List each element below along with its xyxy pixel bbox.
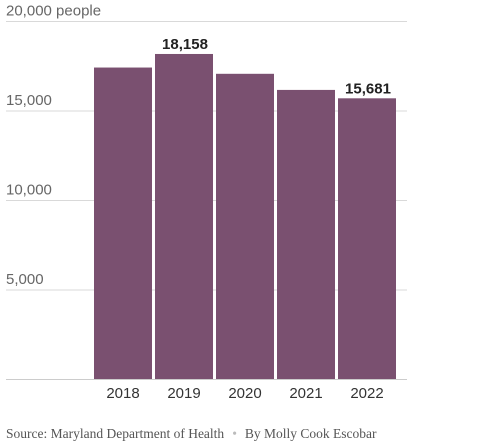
bar [216, 73, 274, 380]
y-tick-label: 5,000 [6, 271, 44, 288]
x-tick-label: 2020 [228, 385, 261, 402]
bars [94, 53, 396, 380]
bar [277, 89, 335, 379]
bar [94, 67, 152, 379]
x-tick-label: 2018 [106, 385, 139, 402]
x-axis-labels: 2018 2019 2020 2021 2022 [106, 385, 383, 402]
y-tick-label: 10,000 [6, 182, 52, 199]
separator-dot: • [232, 426, 237, 441]
data-label: 18,158 [162, 36, 208, 53]
x-tick-label: 2019 [167, 385, 200, 402]
bar [155, 53, 213, 379]
data-label: 15,681 [345, 80, 391, 97]
x-tick-label: 2022 [350, 385, 383, 402]
data-labels: 18,158 15,681 [162, 36, 391, 97]
bar [338, 98, 396, 380]
y-tick-label: 15,000 [6, 92, 52, 109]
source-text: Source: Maryland Department of Health [6, 426, 225, 441]
source-footer: Source: Maryland Department of Health • By… [6, 426, 377, 444]
y-tick-label: 20,000 people [6, 3, 101, 20]
byline-text: By Molly Cook Escobar [244, 426, 377, 441]
y-axis-labels: 20,000 people 15,000 10,000 5,000 [6, 3, 101, 289]
x-tick-label: 2021 [289, 385, 322, 402]
